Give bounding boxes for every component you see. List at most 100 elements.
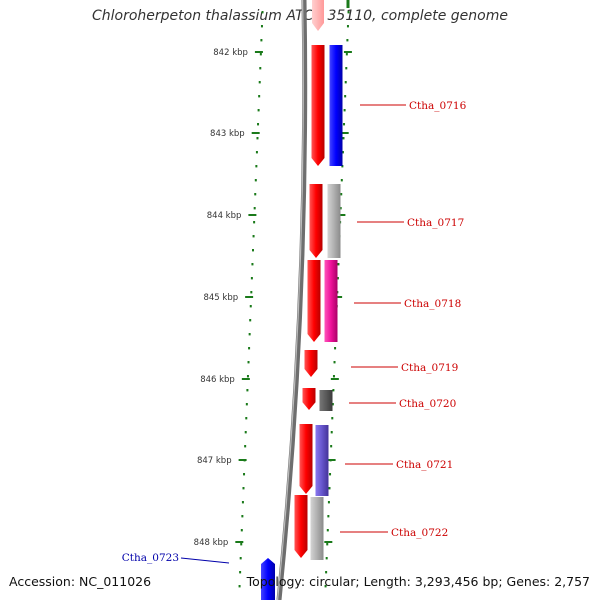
ruler-dot — [326, 543, 329, 546]
ruler-dot — [254, 179, 257, 182]
accession-text: Accession: NC_011026 — [9, 574, 152, 589]
ruler-dot — [238, 585, 241, 588]
gene-label-ctha-0716[interactable]: Ctha_0716 — [409, 100, 467, 112]
gene-label-ctha-0720[interactable]: Ctha_0720 — [399, 398, 456, 410]
ruler-label: 845 kbp — [203, 293, 238, 303]
ruler-dot — [249, 305, 252, 308]
ruler-label: 848 kbp — [194, 538, 229, 548]
gene-category-ctha-0717[interactable] — [327, 184, 341, 258]
ruler-dot — [244, 445, 247, 448]
ruler-dot — [331, 403, 334, 406]
ruler-dot — [248, 347, 251, 350]
ruler-dot — [254, 193, 257, 196]
ruler-dot — [347, 11, 350, 14]
ruler-dot — [242, 487, 245, 490]
ruler-dot — [239, 571, 242, 574]
gene-partial-marker[interactable] — [346, 0, 350, 8]
ruler-label: 847 kbp — [197, 456, 232, 466]
ruler-dot — [239, 557, 242, 560]
ruler-dot — [329, 473, 332, 476]
gene-arrow-ctha-0717[interactable] — [309, 184, 323, 258]
ruler-label: 846 kbp — [200, 375, 235, 385]
gene-label-ctha-0719[interactable]: Ctha_0719 — [401, 362, 458, 374]
ruler-dot — [345, 67, 348, 70]
ruler-dot — [339, 207, 342, 210]
gene-arrow-ctha-0720[interactable] — [302, 388, 316, 410]
gene-arrow-ctha-0716[interactable] — [311, 45, 325, 166]
gene-arrow-partial[interactable] — [312, 0, 324, 31]
gene-category-ctha-0721[interactable] — [315, 425, 329, 496]
genome-summary-text: Topology: circular; Length: 3,293,456 bp… — [246, 574, 590, 589]
gene-track — [261, 0, 350, 600]
ruler-dot — [246, 389, 249, 392]
ruler-dot — [330, 431, 333, 434]
ruler-dot — [344, 95, 347, 98]
ruler-dot — [255, 151, 258, 154]
ruler-dot — [253, 207, 256, 210]
gene-label-line — [180, 557, 230, 564]
ruler-dot — [326, 529, 329, 532]
gene-arrow-ctha-0718[interactable] — [307, 260, 321, 342]
ruler-dot — [255, 165, 258, 168]
gene-label-ctha-0721[interactable]: Ctha_0721 — [396, 459, 453, 471]
ruler-dot — [243, 473, 246, 476]
gene-label-ctha-0723[interactable]: Ctha_0723 — [122, 552, 179, 564]
gene-category-ctha-0720[interactable] — [319, 390, 333, 411]
ruler-dot — [327, 515, 330, 518]
ruler-dot — [324, 585, 327, 588]
gene-arrow-ctha-0722[interactable] — [294, 495, 308, 558]
ruler-dot — [259, 53, 262, 56]
genome-title: Chloroherpeton thalassium ATCC 35110, co… — [92, 8, 508, 24]
gene-arrow-ctha-0723[interactable] — [261, 558, 275, 600]
ruler-label: 843 kbp — [210, 129, 245, 139]
gene-arrow-ctha-0721[interactable] — [299, 424, 313, 494]
ruler-dot — [253, 221, 256, 224]
ruler-dot — [252, 249, 254, 252]
ruler-dot — [251, 263, 254, 266]
ruler-dot — [240, 529, 243, 532]
ruler-dot — [245, 417, 248, 420]
ruler-dot — [340, 179, 343, 182]
ruler-dot — [331, 417, 334, 420]
gene-label-ctha-0718[interactable]: Ctha_0718 — [404, 298, 461, 310]
ruler-labels: 842 kbp 843 kbp 844 kbp 845 kbp 846 kbp 847 k… — [194, 48, 248, 548]
ruler-dot — [325, 571, 328, 574]
ruler-dot — [334, 347, 337, 350]
gene-category-ctha-0716[interactable] — [329, 45, 343, 166]
gene-arrow-ctha-0719[interactable] — [304, 350, 318, 377]
ruler-dot — [336, 277, 339, 280]
ruler-dot — [342, 137, 345, 140]
ruler-dot — [337, 263, 340, 266]
ruler-dot — [341, 165, 344, 168]
genome-backbone — [276, 0, 308, 600]
ruler-dot — [246, 375, 249, 378]
gene-label-ctha-0722[interactable]: Ctha_0722 — [391, 527, 448, 539]
ruler-dot — [257, 123, 260, 126]
ruler-dot — [346, 39, 349, 42]
gene-category-ctha-0718[interactable] — [324, 260, 338, 342]
ruler-dot — [258, 95, 261, 98]
ruler-dot — [344, 81, 347, 84]
ruler-dot — [340, 193, 343, 196]
ruler-dot — [332, 375, 335, 378]
ruler-dot — [257, 109, 260, 112]
genome-backbone-highlight — [277, 0, 304, 600]
ruler-dot — [343, 109, 346, 112]
ruler-dot — [346, 25, 349, 28]
ruler-dot — [328, 487, 331, 490]
ruler-dot — [345, 53, 348, 56]
ruler-dot — [259, 67, 262, 70]
gene-category-ctha-0722[interactable] — [310, 497, 324, 560]
ruler-label: 844 kbp — [207, 211, 242, 221]
ruler-dot — [248, 333, 251, 336]
ruler-dot — [250, 291, 253, 294]
ruler-dot — [244, 431, 247, 434]
ruler-dot — [252, 235, 255, 238]
ruler-dot — [241, 501, 244, 504]
ruler-dot — [240, 543, 243, 546]
gene-label-ctha-0717[interactable]: Ctha_0717 — [407, 217, 464, 229]
ruler-label: 842 kbp — [213, 48, 248, 58]
ruler-dot — [260, 39, 263, 42]
ruler-dot — [245, 403, 248, 406]
